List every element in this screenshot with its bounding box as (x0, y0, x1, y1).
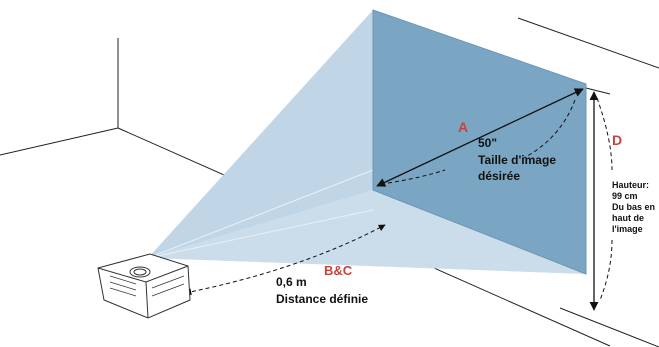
label-a: A (458, 119, 468, 135)
image-size-line1: Taille d'image (478, 153, 556, 167)
height-line1: Hauteur: (612, 180, 649, 190)
height-line3: Du bas en (612, 202, 655, 212)
diagonal-value: 50" (478, 136, 497, 150)
projector-icon (97, 253, 191, 319)
image-size-line2: désirée (478, 169, 520, 183)
label-d: D (612, 132, 622, 148)
distance-value: 0,6 m (276, 275, 307, 289)
height-line5: l'image (612, 224, 643, 234)
diagonal-arrow (376, 88, 584, 187)
distance-label: Distance définie (276, 292, 368, 306)
height-line2: 99 cm (612, 191, 638, 201)
label-bc: B&C (324, 263, 353, 278)
height-line4: haut de (612, 213, 644, 223)
leader-lines (184, 97, 613, 301)
